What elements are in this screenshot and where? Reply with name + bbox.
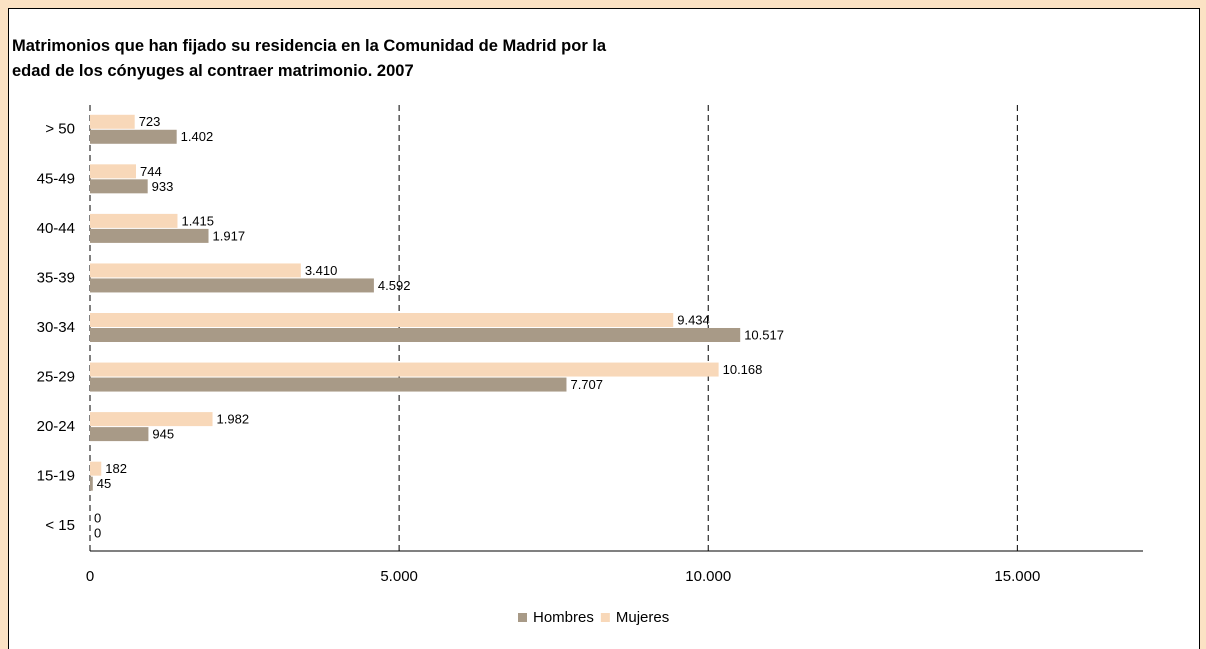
y-tick-label: < 15 bbox=[45, 517, 75, 534]
x-tick-label: 5.000 bbox=[380, 568, 418, 585]
value-label: 1.402 bbox=[181, 129, 214, 144]
bar bbox=[90, 328, 741, 342]
bar bbox=[90, 476, 93, 491]
bar bbox=[90, 228, 209, 243]
value-label: 7.707 bbox=[570, 377, 603, 392]
legend-swatch bbox=[600, 613, 610, 622]
value-label: 723 bbox=[139, 114, 161, 129]
bar bbox=[90, 427, 149, 442]
value-label: 1.982 bbox=[217, 412, 250, 427]
x-tick-label: 15.000 bbox=[994, 568, 1040, 585]
value-label: 182 bbox=[105, 461, 127, 476]
bar bbox=[90, 377, 567, 392]
value-label: 3.410 bbox=[305, 263, 338, 278]
y-tick-label: > 50 bbox=[45, 121, 75, 138]
bar bbox=[90, 114, 135, 129]
value-label: 1.415 bbox=[181, 213, 214, 228]
bar bbox=[90, 362, 719, 377]
bar bbox=[90, 179, 148, 194]
y-tick-label: 35-39 bbox=[37, 269, 75, 286]
value-label: 1.917 bbox=[213, 228, 246, 243]
y-tick-label: 30-34 bbox=[37, 319, 75, 336]
legend-label: Mujeres bbox=[616, 609, 669, 626]
y-tick-label: 45-49 bbox=[37, 170, 75, 187]
value-label: 0 bbox=[94, 511, 101, 526]
value-label: 4.592 bbox=[378, 278, 411, 293]
chart-title: edad de los cónyuges al contraer matrimo… bbox=[12, 62, 414, 80]
bar bbox=[90, 278, 374, 293]
bar bbox=[90, 129, 177, 144]
bar bbox=[90, 213, 178, 228]
value-label: 45 bbox=[97, 476, 111, 491]
x-tick-label: 10.000 bbox=[685, 568, 731, 585]
bar bbox=[90, 164, 136, 179]
y-tick-label: 15-19 bbox=[37, 468, 75, 485]
legend-swatch bbox=[518, 613, 527, 622]
bar bbox=[90, 461, 102, 476]
x-tick-label: 0 bbox=[86, 568, 94, 585]
value-label: 10.168 bbox=[723, 362, 763, 377]
value-label: 0 bbox=[94, 526, 101, 541]
value-label: 9.434 bbox=[677, 312, 710, 327]
y-tick-label: 25-29 bbox=[37, 369, 75, 386]
value-label: 945 bbox=[152, 427, 174, 442]
value-label: 10.517 bbox=[744, 327, 784, 342]
chart-title: Matrimonios que han fijado su residencia… bbox=[12, 37, 607, 55]
value-label: 933 bbox=[152, 179, 174, 194]
legend-label: Hombres bbox=[533, 609, 594, 626]
value-label: 744 bbox=[140, 164, 162, 179]
y-tick-label: 20-24 bbox=[37, 418, 75, 435]
bar bbox=[90, 313, 674, 327]
bar bbox=[90, 412, 213, 427]
bar bbox=[90, 263, 301, 278]
y-tick-label: 40-44 bbox=[37, 220, 75, 237]
